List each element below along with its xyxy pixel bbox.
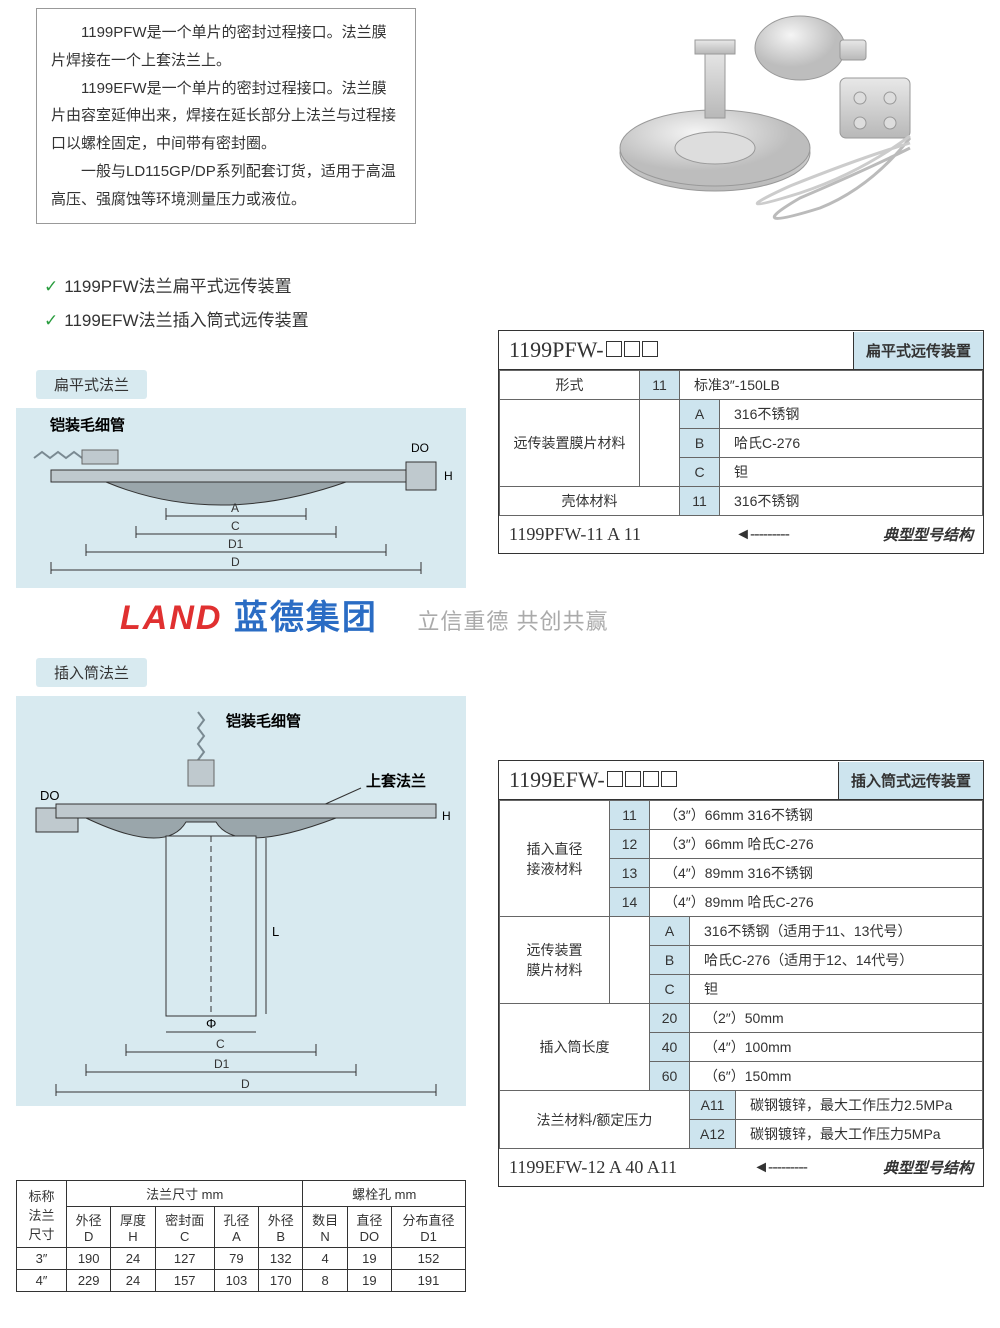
arrow-icon: ◄---------	[753, 1159, 807, 1177]
svg-text:H: H	[442, 809, 451, 823]
label-capillary: 铠装毛细管	[49, 416, 125, 434]
feature-a: ✓1199PFW法兰扁平式远传装置	[44, 270, 309, 304]
diagram-header-insert: 插入筒法兰	[36, 658, 147, 687]
logo-blue: 蓝德集团	[234, 599, 378, 637]
svg-text:铠装毛细管: 铠装毛细管	[225, 712, 301, 730]
svg-text:上套法兰: 上套法兰	[366, 772, 426, 790]
svg-text:Φ: Φ	[206, 1016, 216, 1031]
svg-text:DO: DO	[411, 441, 429, 455]
intro-p3: 一般与LD115GP/DP系列配套订货，适用于高温高压、强腐蚀等环境测量压力或液…	[51, 158, 401, 214]
watermark: LAND 蓝德集团 立信重德 共创共赢	[120, 590, 608, 639]
feature-b: ✓1199EFW法兰插入筒式远传装置	[44, 304, 309, 338]
diagram-insert: 铠装毛细管 上套法兰 DO H L Φ C D1 D	[16, 696, 466, 1106]
example-model: 1199EFW-12 A 40 A11	[509, 1157, 677, 1178]
spec-title: 插入筒式远传装置	[838, 762, 983, 799]
logo-red: LAND	[120, 599, 222, 637]
svg-text:A: A	[231, 501, 239, 515]
spec-table-pfw: 1199PFW- 扁平式远传装置 形式 11 标准3″-150LB 远传装置膜片…	[498, 330, 984, 554]
feature-list: ✓1199PFW法兰扁平式远传装置 ✓1199EFW法兰插入筒式远传装置	[44, 270, 309, 338]
svg-text:D: D	[231, 555, 240, 569]
example-tag: 典型型号结构	[883, 1157, 973, 1178]
svg-text:C: C	[216, 1037, 225, 1051]
check-icon: ✓	[44, 277, 58, 296]
svg-text:DO: DO	[40, 788, 60, 803]
diagram-header-flat: 扁平式法兰	[36, 370, 147, 399]
tagline: 立信重德 共创共赢	[417, 609, 608, 634]
svg-text:L: L	[272, 924, 279, 939]
svg-text:H: H	[444, 469, 453, 483]
svg-text:D1: D1	[214, 1057, 230, 1071]
check-icon: ✓	[44, 311, 58, 330]
product-image	[540, 8, 940, 238]
diagram-flat: 铠装毛细管 DO H A C D1 D	[16, 408, 466, 588]
example-tag: 典型型号结构	[883, 524, 973, 545]
model-prefix: 1199EFW-	[499, 761, 838, 799]
example-model: 1199PFW-11 A 11	[509, 524, 641, 545]
model-prefix: 1199PFW-	[499, 331, 853, 369]
intro-box: 1199PFW是一个单片的密封过程接口。法兰膜片焊接在一个上套法兰上。 1199…	[36, 8, 416, 224]
intro-p1: 1199PFW是一个单片的密封过程接口。法兰膜片焊接在一个上套法兰上。	[51, 19, 401, 75]
spec-title: 扁平式远传装置	[853, 332, 983, 369]
dimension-table: 标称法兰尺寸 法兰尺寸 mm 螺栓孔 mm 外径 D 厚度 H 密封面 C 孔径…	[16, 1180, 466, 1292]
arrow-icon: ◄---------	[735, 526, 789, 544]
spec-table-efw: 1199EFW- 插入筒式远传装置 插入直径 接液材料 11（3″）66mm 3…	[498, 760, 984, 1187]
svg-text:D: D	[241, 1077, 250, 1091]
svg-text:C: C	[231, 519, 240, 533]
svg-text:D1: D1	[228, 537, 244, 551]
intro-p2: 1199EFW是一个单片的密封过程接口。法兰膜片由容室延伸出来，焊接在延长部分上…	[51, 75, 401, 158]
